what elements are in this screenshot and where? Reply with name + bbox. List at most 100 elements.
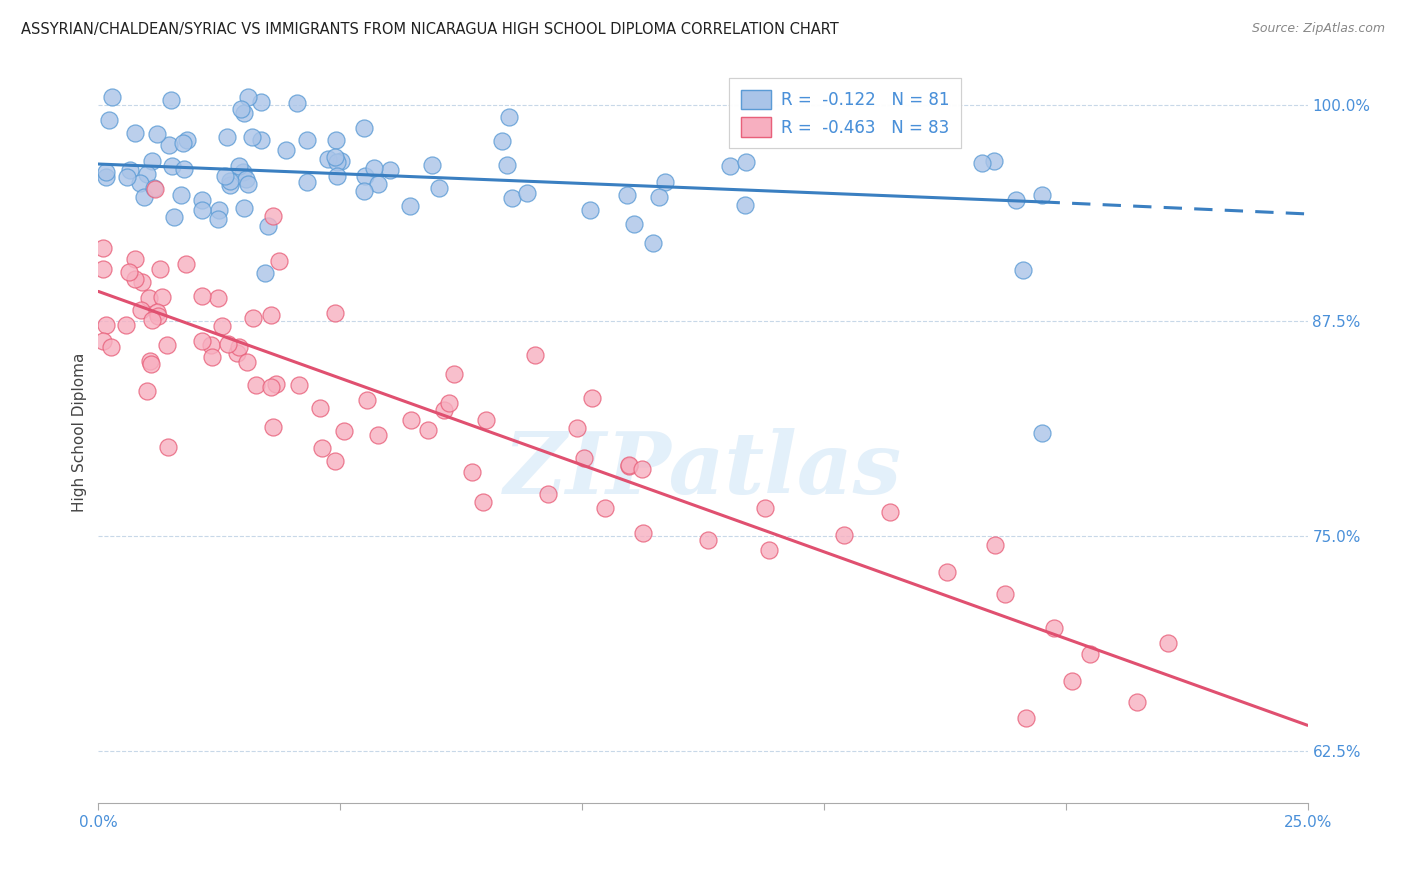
- Point: [754, 500, 776, 515]
- Point: [623, 217, 645, 231]
- Point: [91, 261, 114, 276]
- Point: [200, 338, 222, 352]
- Point: [157, 441, 180, 455]
- Point: [325, 133, 347, 147]
- Point: [970, 156, 993, 170]
- Legend: R =  -0.122   N = 81, R =  -0.463   N = 83: R = -0.122 N = 81, R = -0.463 N = 83: [728, 78, 960, 148]
- Point: [326, 155, 349, 169]
- Point: [516, 186, 538, 200]
- Y-axis label: High School Diploma: High School Diploma: [72, 353, 87, 512]
- Point: [309, 401, 332, 416]
- Point: [170, 187, 193, 202]
- Point: [156, 337, 179, 351]
- Point: [163, 210, 186, 224]
- Point: [496, 158, 519, 172]
- Point: [617, 458, 640, 472]
- Point: [460, 465, 482, 479]
- Point: [211, 318, 233, 333]
- Point: [697, 533, 720, 548]
- Point: [214, 169, 236, 183]
- Point: [229, 102, 252, 116]
- Point: [1042, 621, 1064, 635]
- Point: [157, 137, 180, 152]
- Point: [245, 377, 267, 392]
- Point: [242, 311, 264, 326]
- Point: [91, 241, 114, 255]
- Point: [191, 289, 214, 303]
- Point: [326, 169, 349, 183]
- Point: [191, 203, 214, 218]
- Point: [98, 112, 121, 127]
- Point: [1060, 673, 1083, 688]
- Point: [115, 170, 138, 185]
- Point: [141, 154, 163, 169]
- Text: ZIPatlas: ZIPatlas: [503, 428, 903, 511]
- Point: [295, 133, 318, 147]
- Point: [128, 176, 150, 190]
- Point: [356, 393, 378, 408]
- Point: [260, 309, 283, 323]
- Point: [115, 318, 138, 332]
- Point: [443, 368, 465, 382]
- Point: [630, 462, 652, 476]
- Point: [207, 212, 229, 227]
- Point: [142, 181, 165, 195]
- Point: [578, 202, 600, 217]
- Point: [120, 162, 142, 177]
- Point: [1128, 816, 1150, 830]
- Point: [572, 451, 595, 466]
- Point: [124, 252, 146, 266]
- Point: [475, 413, 498, 427]
- Point: [832, 528, 855, 542]
- Point: [501, 191, 523, 205]
- Point: [100, 340, 122, 354]
- Point: [437, 396, 460, 410]
- Point: [879, 505, 901, 519]
- Point: [124, 126, 146, 140]
- Point: [1011, 263, 1033, 277]
- Point: [276, 143, 298, 157]
- Point: [201, 350, 224, 364]
- Point: [648, 190, 671, 204]
- Point: [619, 458, 641, 473]
- Point: [718, 160, 741, 174]
- Point: [146, 305, 169, 319]
- Text: Source: ZipAtlas.com: Source: ZipAtlas.com: [1251, 22, 1385, 36]
- Point: [238, 177, 260, 191]
- Point: [143, 182, 166, 196]
- Point: [131, 275, 153, 289]
- Point: [94, 318, 117, 332]
- Point: [173, 162, 195, 177]
- Point: [363, 161, 385, 175]
- Point: [176, 133, 198, 147]
- Point: [134, 190, 156, 204]
- Point: [240, 130, 263, 145]
- Point: [228, 340, 250, 354]
- Point: [288, 378, 311, 392]
- Point: [498, 110, 520, 124]
- Point: [329, 153, 352, 168]
- Point: [235, 172, 257, 186]
- Point: [654, 175, 676, 189]
- Point: [235, 355, 257, 369]
- Point: [1005, 193, 1028, 207]
- Text: ASSYRIAN/CHALDEAN/SYRIAC VS IMMIGRANTS FROM NICARAGUA HIGH SCHOOL DIPLOMA CORREL: ASSYRIAN/CHALDEAN/SYRIAC VS IMMIGRANTS F…: [21, 22, 839, 37]
- Point: [219, 178, 242, 193]
- Point: [537, 487, 560, 501]
- Point: [1078, 647, 1101, 661]
- Point: [581, 391, 603, 405]
- Point: [217, 130, 239, 145]
- Point: [141, 313, 163, 327]
- Point: [420, 158, 443, 172]
- Point: [565, 420, 588, 434]
- Point: [734, 198, 756, 212]
- Point: [259, 380, 281, 394]
- Point: [367, 177, 389, 191]
- Point: [238, 90, 260, 104]
- Point: [471, 494, 494, 508]
- Point: [936, 565, 959, 579]
- Point: [162, 159, 184, 173]
- Point: [94, 165, 117, 179]
- Point: [149, 261, 172, 276]
- Point: [232, 106, 254, 120]
